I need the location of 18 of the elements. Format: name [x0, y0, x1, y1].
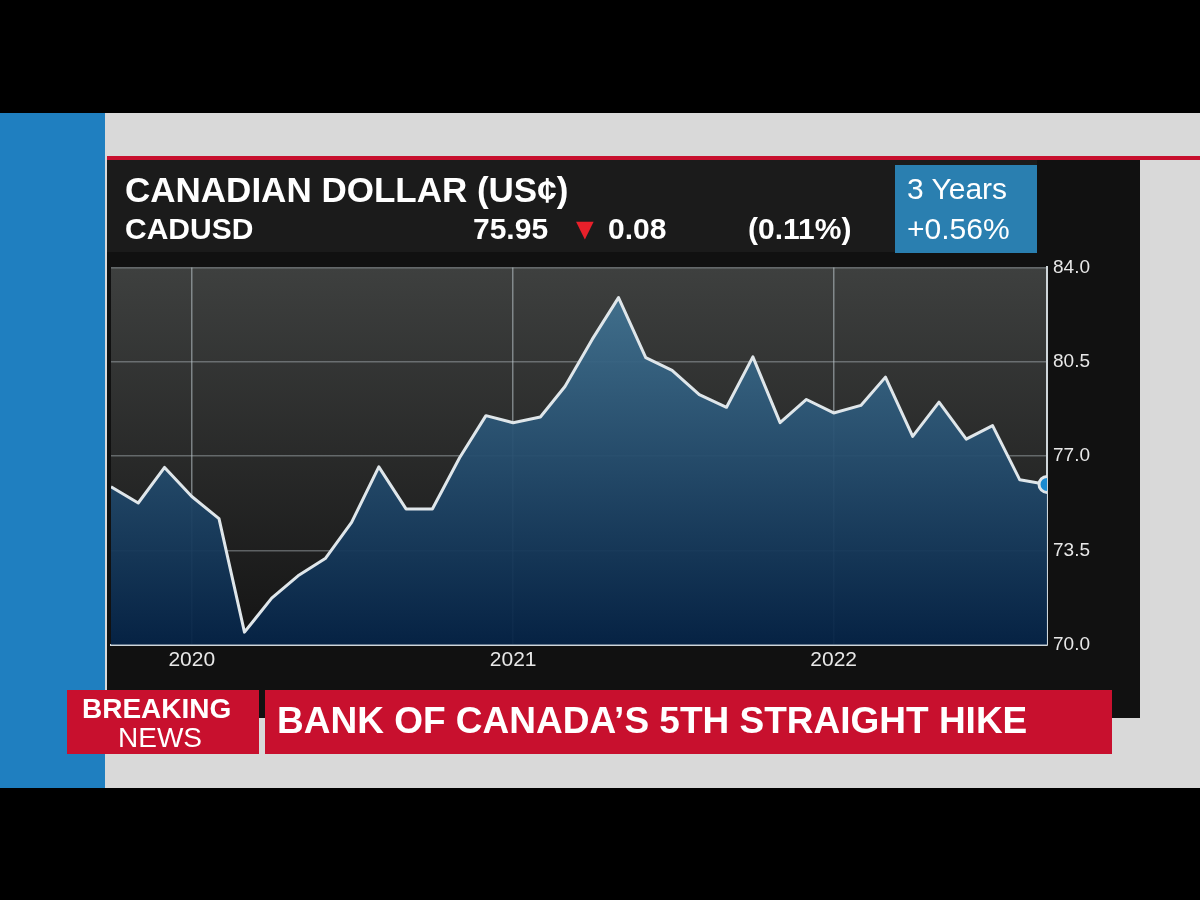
x-tick-label: 2020: [168, 647, 216, 671]
text: BANK OF CANADA’S 5TH STRAIGHT HIKE: [277, 700, 1028, 742]
x-tick-label: 2021: [489, 647, 537, 671]
text: NEWS: [118, 722, 202, 754]
y-tick-label: 84.0: [1053, 255, 1090, 277]
y-tick-label: 80.5: [1053, 349, 1090, 371]
text: (0.11%): [748, 212, 852, 246]
text: 75.95: [473, 212, 549, 246]
text: +0.56%: [907, 212, 1010, 246]
text: BREAKING: [82, 693, 232, 725]
text: ▼ 0.08: [570, 212, 667, 246]
chart-title: CANADIAN DOLLAR (US¢): [125, 170, 569, 210]
y-tick-label: 77.0: [1053, 444, 1090, 466]
chart-subtitle: CADUSD: [125, 212, 254, 246]
y-tick-label: 70.0: [1053, 633, 1090, 655]
text: 3 Years: [907, 172, 1008, 206]
x-tick-label: 2022: [810, 647, 858, 671]
y-tick-label: 73.5: [1053, 538, 1090, 560]
